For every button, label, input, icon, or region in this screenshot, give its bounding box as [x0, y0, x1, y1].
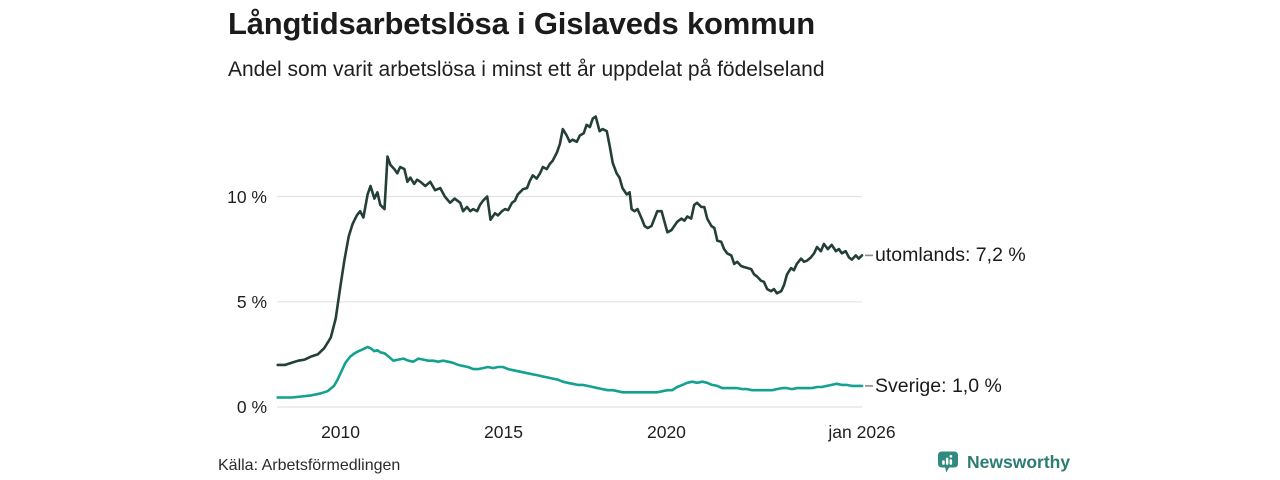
y-tick-label: 10 %	[227, 186, 267, 207]
y-tick-label: 0 %	[236, 397, 267, 417]
chart-subtitle: Andel som varit arbetslösa i minst ett å…	[228, 58, 825, 81]
newsworthy-logo-text: Newsworthy	[967, 452, 1071, 472]
series-line-utomlands	[276, 115, 864, 367]
series-label-utomlands: utomlands: 7,2 %	[875, 244, 1026, 267]
newsworthy-logo-icon	[938, 451, 958, 473]
x-tick-label: 2015	[484, 422, 523, 442]
series-label-sverige: Sverige: 1,0 %	[875, 374, 1002, 397]
page-title: Långtidsarbetslösa i Gislaveds kommun	[228, 6, 815, 41]
y-tick-label: 5 %	[236, 291, 267, 312]
series-line-sverige	[276, 345, 864, 399]
source-note: Källa: Arbetsförmedlingen	[218, 457, 401, 474]
newsworthy-brand: Newsworthy	[936, 450, 1070, 475]
x-tick-label: 2020	[646, 422, 686, 442]
x-tick-label: jan 2026	[828, 422, 896, 442]
x-tick-label: 2010	[321, 422, 361, 442]
